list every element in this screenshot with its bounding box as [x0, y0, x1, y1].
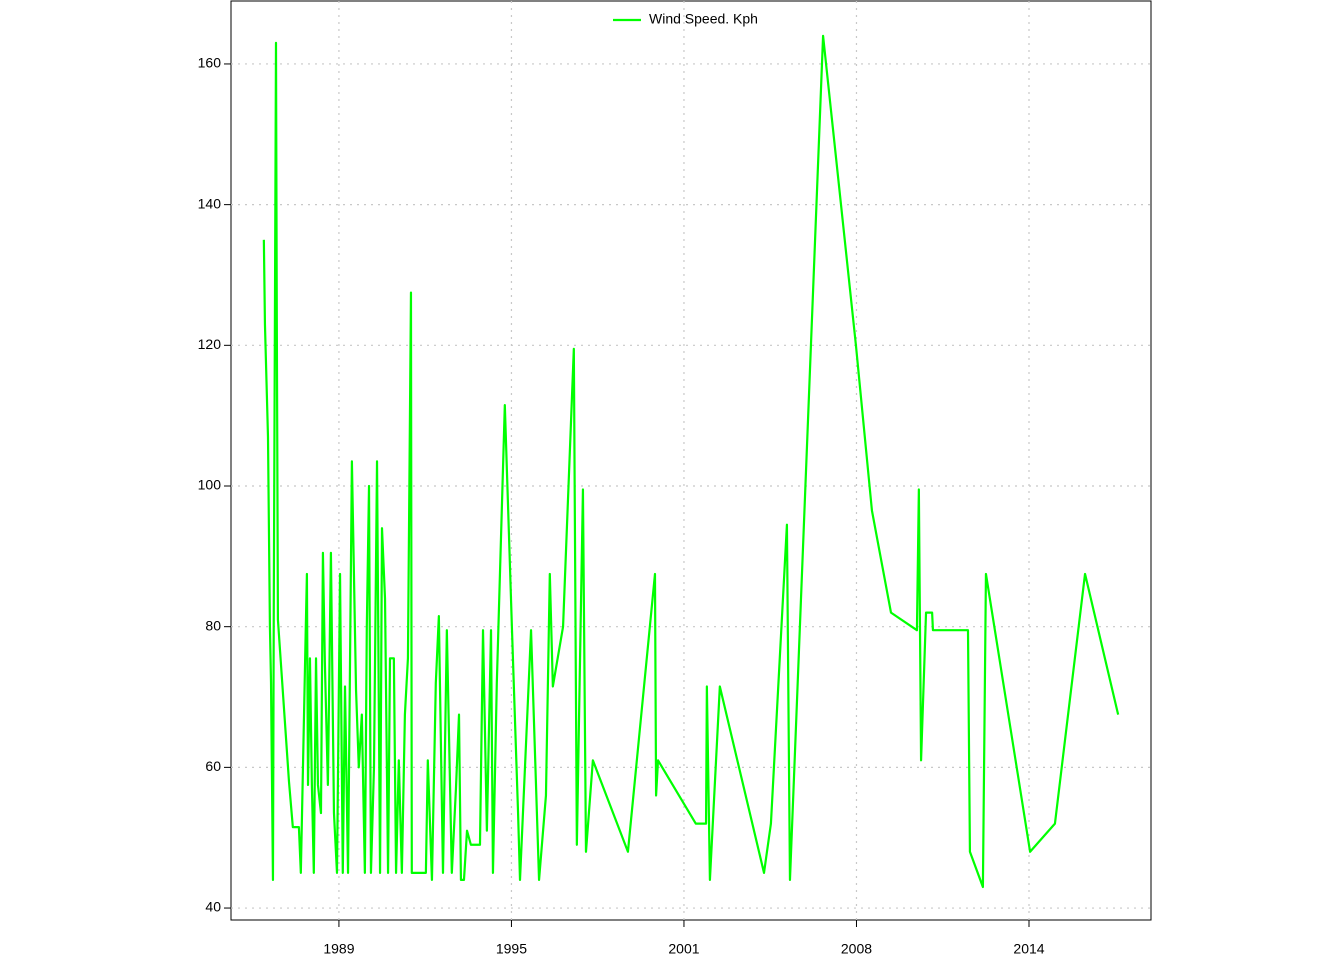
x-tick-label: 1989	[323, 941, 354, 957]
legend-label: Wind Speed. Kph	[649, 11, 758, 27]
y-tick-label: 120	[198, 336, 222, 352]
data-line	[262, 34, 1120, 889]
y-tick-label: 80	[205, 617, 221, 633]
x-tick-label: 2014	[1013, 941, 1044, 957]
x-tick-label: 2001	[668, 941, 699, 957]
y-tick-label: 60	[205, 758, 221, 774]
y-tick-label: 100	[198, 477, 222, 493]
y-tick-label: 40	[205, 899, 221, 915]
x-tick-label: 1995	[496, 941, 527, 957]
y-tick-label: 160	[198, 55, 222, 71]
x-tick-label: 2008	[841, 941, 872, 957]
plot-frame	[230, 0, 1152, 921]
y-tick-label: 140	[198, 195, 222, 211]
